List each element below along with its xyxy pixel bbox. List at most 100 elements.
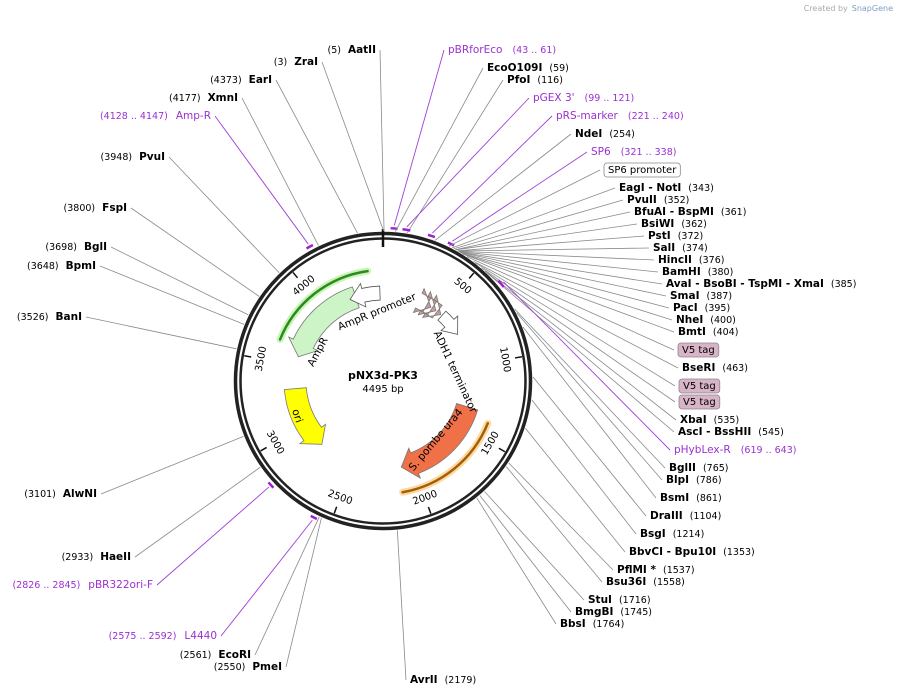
- label-position: (1764): [593, 619, 625, 630]
- enzyme-label: BmgBI (1745): [575, 606, 652, 618]
- connector: [458, 250, 655, 261]
- enzyme-label: PacI (395): [673, 302, 730, 314]
- label-name: NheI: [676, 314, 703, 326]
- label-name: HaeII: [100, 551, 131, 563]
- primer-mark: [305, 243, 314, 250]
- label-position: (4373): [210, 75, 242, 86]
- label-position: (343): [688, 183, 714, 194]
- label-name: AatII: [348, 44, 376, 56]
- enzyme-label: PflMI * (1537): [617, 564, 695, 576]
- connector: [460, 252, 667, 297]
- connector: [473, 260, 679, 369]
- connector: [396, 530, 407, 681]
- connector: [100, 435, 244, 495]
- connector: [130, 207, 260, 297]
- connector: [321, 61, 385, 232]
- enzyme-label: EagI - NotI (343): [619, 182, 714, 194]
- label-position: (765): [703, 463, 729, 474]
- label-position: (535): [714, 415, 740, 426]
- label-name: BbsI: [560, 618, 586, 630]
- label-name: PvuI: [139, 151, 165, 163]
- enzyme-label: BlpI (786): [666, 474, 722, 486]
- label-position: (2575 .. 2592): [109, 631, 177, 642]
- plasmid-name: pNX3d-PK3: [348, 369, 418, 382]
- label-position: (3101): [24, 489, 56, 500]
- connector: [220, 519, 313, 637]
- label-name: AvrII: [410, 674, 438, 686]
- connector: [475, 262, 676, 387]
- connector: [461, 252, 670, 309]
- connector: [455, 223, 638, 251]
- label-name: L4440: [184, 630, 217, 642]
- enzyme-label: (3526) BanI: [17, 311, 82, 323]
- watermark-prefix: Created by: [804, 4, 848, 13]
- label-position: (1104): [690, 511, 722, 522]
- connector: [484, 270, 677, 421]
- label-position: (395): [705, 303, 731, 314]
- label-name: PflMI *: [617, 564, 656, 576]
- enzyme-label: (4177) XmnI: [169, 92, 238, 104]
- tag-block: [421, 294, 443, 319]
- ura4-arrow: [400, 403, 479, 480]
- label-position: (619 .. 643): [741, 445, 797, 456]
- label-position: (385): [831, 279, 857, 290]
- primer-mark: [267, 481, 275, 489]
- feature-box: [678, 378, 721, 394]
- connector: [156, 486, 270, 586]
- enzyme-label: AscI - BssHII (545): [678, 426, 784, 438]
- connector: [379, 49, 385, 232]
- label-position: (2826 .. 2845): [12, 580, 80, 591]
- enzyme-label: NdeI (254): [575, 128, 635, 140]
- tick-label: 2500: [326, 488, 354, 507]
- enzyme-label: BmtI (404): [678, 326, 738, 338]
- label-name: AlwNI: [63, 488, 97, 500]
- label-name: HincII: [658, 254, 692, 266]
- label-name: AvaI - BsoBI - TspMI - XmaI: [666, 278, 824, 290]
- label-name: pBR322ori-F: [88, 579, 153, 591]
- label-name: pHybLex-R: [674, 444, 731, 456]
- feature-bar: [278, 269, 369, 341]
- enzyme-label: (2550) PmeI: [214, 661, 282, 673]
- enzyme-label: HincII (376): [658, 254, 724, 266]
- label-position: (361): [721, 207, 747, 218]
- label-position: (404): [713, 327, 739, 338]
- label-position: (5): [327, 45, 340, 56]
- label-name: PmeI: [252, 661, 282, 673]
- label-position: (1214): [673, 529, 705, 540]
- connector: [481, 267, 676, 403]
- primer-mark: [402, 228, 411, 232]
- feature-bar: [401, 422, 490, 494]
- primer-label: pHybLex-R (619 .. 643): [674, 444, 796, 456]
- label-name: BanI: [56, 311, 82, 323]
- connector: [476, 497, 557, 625]
- label-name: SP6: [591, 146, 611, 158]
- label-position: (4128 .. 4147): [100, 111, 168, 122]
- label-position: (3698): [45, 242, 77, 253]
- enzyme-label: (2561) EcoRI: [180, 649, 251, 661]
- connector: [452, 187, 616, 249]
- tick-label: 3000: [264, 429, 286, 457]
- label-position: (1353): [723, 547, 755, 558]
- label-position: (99 .. 121): [585, 93, 635, 104]
- connector: [503, 281, 671, 451]
- label-position: (321 .. 338): [621, 147, 677, 158]
- label-name: Amp-R: [176, 110, 211, 122]
- label-name: BpmI: [66, 260, 96, 272]
- label-name: EagI - NotI: [619, 182, 681, 194]
- label-position: (116): [537, 75, 563, 86]
- tick-mark: [260, 446, 268, 452]
- label-position: (3948): [100, 152, 132, 163]
- tick-mark: [468, 272, 475, 279]
- connector: [168, 156, 280, 274]
- enzyme-label: BglII (765): [669, 462, 728, 474]
- feature-box-label: V5 tag: [683, 381, 716, 392]
- label-position: (2550): [214, 662, 246, 673]
- enzyme-label: StuI (1716): [588, 594, 651, 606]
- connector: [393, 49, 445, 226]
- enzyme-label: AvaI - BsoBI - TspMI - XmaI (385): [666, 278, 856, 290]
- connector: [514, 308, 666, 469]
- label-name: EcoRI: [218, 649, 251, 661]
- label-position: (380): [708, 267, 734, 278]
- connector: [459, 251, 663, 285]
- label-position: (374): [682, 243, 708, 254]
